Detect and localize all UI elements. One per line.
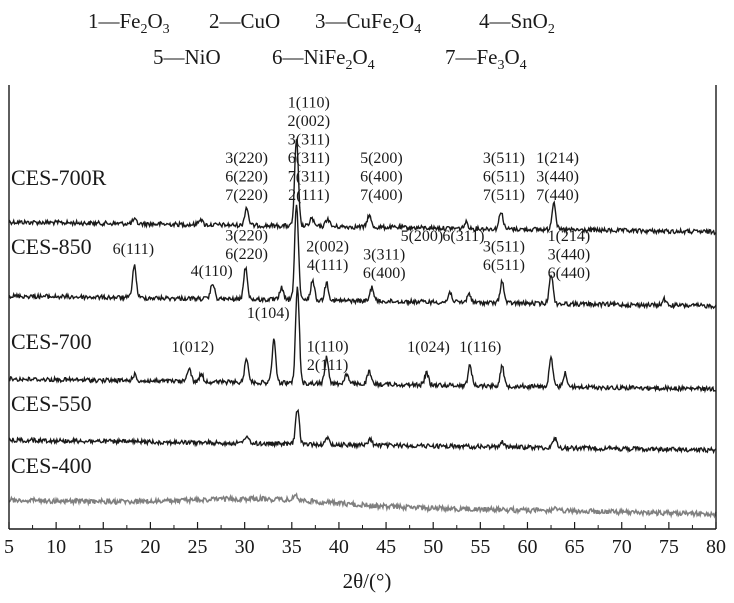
peak-label: 5(200) (360, 150, 403, 167)
trace-ces-700 (8, 286, 717, 394)
x-tick-label: 65 (565, 536, 585, 558)
x-tick-label: 70 (612, 536, 632, 558)
peak-label: 3(311) (363, 247, 405, 264)
legend-entry: 1—Fe2O3 (88, 9, 170, 37)
peak-label: 4(110) (191, 263, 233, 280)
x-tick-label: 80 (706, 536, 726, 558)
x-axis-label: 2θ/(°) (343, 569, 392, 593)
x-tick-label: 25 (188, 536, 208, 558)
peak-label: 1(104) (247, 305, 290, 322)
xrd-traces (8, 139, 717, 519)
trace-ces-400 (8, 492, 717, 519)
x-tick-label: 50 (423, 536, 443, 558)
peak-label: 3(440) (536, 169, 579, 186)
peak-label: 1(110) (307, 339, 349, 356)
peak-label: 2(002) (306, 239, 349, 256)
peak-label: 6(311) (442, 228, 484, 245)
legend-entry: 7—Fe3O4 (445, 45, 527, 73)
peak-label: 7(400) (360, 187, 403, 204)
x-tick-label: 55 (470, 536, 490, 558)
peak-label: 6(220) (225, 246, 268, 263)
peak-label: 1(110) (288, 95, 330, 112)
peak-label: 6(400) (363, 265, 406, 282)
trace-ces-850 (8, 204, 717, 310)
sample-label: CES-550 (11, 391, 92, 416)
x-axis: 5 10 15 20 25 30 35 40 45 50 55 60 65 70 75 80 (4, 85, 726, 558)
x-tick-label: 40 (329, 536, 349, 558)
peak-label: 6(440) (548, 265, 591, 282)
x-tick-label: 35 (282, 536, 302, 558)
peak-label: 7(440) (536, 187, 579, 204)
peak-label: 6(311) (288, 150, 330, 167)
x-tick-label: 5 (4, 536, 14, 558)
legend-entry: 3—CuFe2O4 (315, 9, 421, 37)
peak-label: 3(511) (483, 239, 525, 256)
peak-label: 7(511) (483, 187, 525, 204)
legend: 1—Fe2O3 2—CuO 3—CuFe2O4 4—SnO2 5—NiO 6—NiFe2O… (88, 9, 555, 73)
x-tick-label: 20 (140, 536, 160, 558)
sample-label: CES-850 (11, 234, 92, 259)
peak-label: 6(511) (483, 257, 525, 274)
peak-labels: 3(220)6(220)7(220)1(110)2(002)3(311)6(31… (113, 95, 591, 375)
peak-label: 2(002) (287, 113, 330, 130)
peak-label: 3(220) (225, 150, 268, 167)
x-tick-label: 60 (517, 536, 537, 558)
peak-label: 1(214) (548, 228, 591, 245)
trace-ces-550 (8, 408, 717, 455)
peak-label: 1(012) (171, 339, 214, 356)
peak-label: 7(311) (288, 169, 330, 186)
peak-label: 3(440) (548, 247, 591, 264)
peak-label: 4(111) (307, 257, 348, 274)
trace-ces-700r (8, 139, 717, 236)
x-tick-label: 75 (659, 536, 679, 558)
peak-label: 3(311) (288, 132, 330, 149)
legend-entry: 2—CuO (209, 9, 280, 33)
sample-label: CES-700R (11, 165, 107, 190)
peak-label: 5(200) (401, 228, 444, 245)
peak-label: 1(116) (459, 339, 501, 356)
peak-label: 2(111) (307, 357, 348, 374)
legend-entry: 6—NiFe2O4 (272, 45, 375, 73)
sample-labels: CES-700R CES-850 CES-700 CES-550 CES-400 (11, 165, 107, 478)
peak-label: 1(024) (407, 339, 450, 356)
peak-label: 2(111) (288, 187, 329, 204)
peak-label: 6(220) (225, 169, 268, 186)
peak-label: 6(511) (483, 169, 525, 186)
x-tick-label: 15 (93, 536, 113, 558)
legend-entry: 5—NiO (153, 45, 221, 69)
peak-label: 3(220) (225, 228, 268, 245)
x-tick-label: 30 (235, 536, 255, 558)
legend-entry: 4—SnO2 (479, 9, 555, 37)
x-tick-label: 45 (376, 536, 396, 558)
x-tick-label: 10 (46, 536, 66, 558)
sample-label: CES-400 (11, 453, 92, 478)
peak-label: 1(214) (536, 150, 579, 167)
sample-label: CES-700 (11, 329, 92, 354)
peak-label: 6(111) (113, 241, 154, 258)
peak-label: 6(400) (360, 169, 403, 186)
peak-label: 7(220) (225, 187, 268, 204)
peak-label: 3(511) (483, 150, 525, 167)
